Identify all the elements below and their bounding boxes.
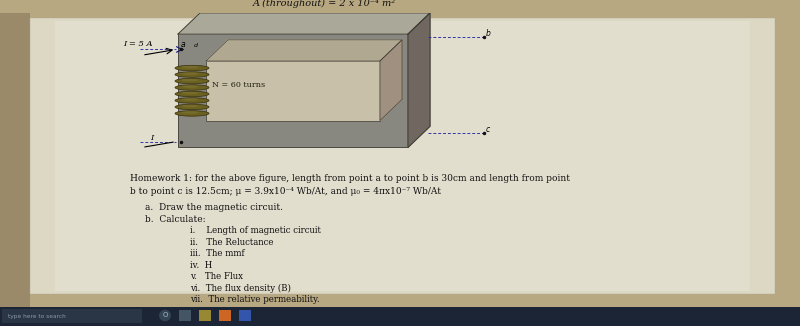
Text: ii.   The Reluctance: ii. The Reluctance	[190, 238, 274, 247]
Text: I: I	[150, 134, 154, 141]
Ellipse shape	[175, 91, 209, 97]
Ellipse shape	[182, 111, 198, 114]
Text: N = 60 turns: N = 60 turns	[212, 81, 265, 89]
Bar	[199, 310, 211, 321]
Ellipse shape	[182, 79, 198, 82]
Text: a.  Draw the magnetic circuit.: a. Draw the magnetic circuit.	[145, 203, 283, 212]
Text: a: a	[181, 39, 186, 49]
Ellipse shape	[175, 85, 209, 90]
Text: c: c	[486, 125, 490, 134]
Ellipse shape	[175, 104, 209, 110]
Polygon shape	[408, 13, 430, 147]
Polygon shape	[206, 40, 402, 61]
Ellipse shape	[175, 72, 209, 77]
Text: i.    Length of magnetic circuit: i. Length of magnetic circuit	[190, 226, 321, 235]
Ellipse shape	[175, 78, 209, 84]
Text: b: b	[486, 29, 491, 38]
Ellipse shape	[182, 85, 198, 88]
Text: iii.  The mmf: iii. The mmf	[190, 249, 245, 258]
Text: vi.  The flux density (B): vi. The flux density (B)	[190, 284, 291, 293]
Bar	[0, 307, 800, 326]
Bar	[219, 310, 231, 321]
Bar	[179, 310, 191, 321]
Bar	[239, 310, 251, 321]
Ellipse shape	[182, 105, 198, 107]
Bar	[30, 18, 775, 294]
Ellipse shape	[182, 66, 198, 68]
Text: type here to search: type here to search	[8, 314, 66, 319]
Text: v.   The Flux: v. The Flux	[190, 272, 243, 281]
Text: vii.  The relative permeability.: vii. The relative permeability.	[190, 295, 320, 304]
Polygon shape	[178, 13, 430, 34]
Text: O: O	[162, 312, 168, 319]
Text: I = 5 A: I = 5 A	[123, 39, 153, 48]
Text: iv.  H: iv. H	[190, 261, 212, 270]
Bar	[55, 21, 750, 291]
Ellipse shape	[175, 111, 209, 116]
Bar	[206, 61, 380, 121]
Text: b to point c is 12.5cm; μ = 3.9x10⁻⁴ Wb/At, and μ₀ = 4πx10⁻⁷ Wb/At: b to point c is 12.5cm; μ = 3.9x10⁻⁴ Wb/…	[130, 187, 441, 196]
Text: A (throughout) = 2 x 10⁻⁴ m²: A (throughout) = 2 x 10⁻⁴ m²	[253, 0, 395, 8]
Ellipse shape	[175, 65, 209, 71]
Ellipse shape	[182, 92, 198, 94]
Circle shape	[159, 310, 171, 321]
Text: d: d	[194, 43, 198, 48]
Polygon shape	[380, 40, 402, 121]
Bar	[2, 309, 142, 323]
Bar	[0, 13, 30, 326]
Bar	[178, 34, 408, 147]
Ellipse shape	[175, 98, 209, 103]
Text: b.  Calculate:: b. Calculate:	[145, 215, 206, 224]
Ellipse shape	[182, 98, 198, 101]
Text: Homework 1: for the above figure, length from point a to point b is 30cm and len: Homework 1: for the above figure, length…	[130, 174, 570, 183]
Bar	[228, 40, 402, 99]
Ellipse shape	[182, 72, 198, 75]
